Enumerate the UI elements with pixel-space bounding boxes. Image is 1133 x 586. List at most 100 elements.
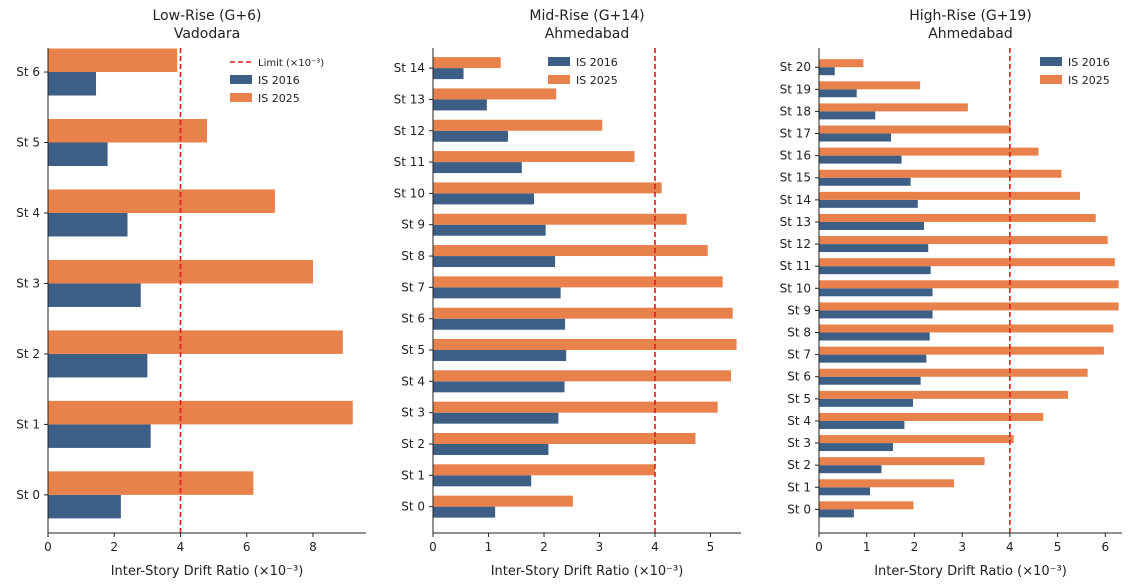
x-tick-label: 5 bbox=[1054, 540, 1062, 554]
bar-is2025 bbox=[819, 81, 921, 90]
chart-panel-2: High-Rise (G+19) Ahmedabad St 0 St 1 St 2 St … bbox=[780, 8, 1122, 579]
y-tick-label: St 1 bbox=[401, 468, 425, 482]
bar-is2025 bbox=[48, 330, 343, 354]
bar-is2016 bbox=[819, 266, 931, 275]
bar-is2016 bbox=[819, 509, 854, 518]
bar-is2025 bbox=[48, 259, 313, 284]
y-tick-label: St 12 bbox=[780, 237, 811, 251]
bar-is2016 bbox=[819, 443, 893, 452]
bar-is2016 bbox=[819, 111, 876, 120]
bar-is2025 bbox=[433, 245, 708, 257]
legend-label: IS 2016 bbox=[258, 74, 300, 87]
bar-is2025 bbox=[819, 258, 1115, 267]
legend: Limit (×10⁻³) IS 2016 IS 2025 bbox=[230, 58, 324, 105]
bar-is2016 bbox=[433, 130, 508, 142]
y-tick-label: St 6 bbox=[787, 370, 811, 384]
x-tick-label: 0 bbox=[429, 540, 437, 554]
y-tick-label: St 4 bbox=[401, 374, 425, 388]
bar-is2016 bbox=[819, 420, 905, 429]
x-tick-label: 6 bbox=[1101, 540, 1109, 554]
x-tick-label: 2 bbox=[540, 540, 548, 554]
y-tick-label: St 16 bbox=[780, 149, 811, 163]
bar-is2025 bbox=[433, 88, 557, 100]
bar-is2016 bbox=[433, 256, 556, 268]
bar-is2016 bbox=[819, 221, 924, 230]
x-tick-label: 1 bbox=[863, 540, 871, 554]
y-tick-label: St 17 bbox=[780, 127, 811, 141]
y-tick-label: St 8 bbox=[401, 249, 425, 263]
bar-is2016 bbox=[433, 443, 549, 455]
bar-is2016 bbox=[433, 224, 546, 236]
bar-is2025 bbox=[819, 324, 1114, 333]
chart-title-line: Ahmedabad bbox=[545, 26, 630, 42]
bar-is2025 bbox=[433, 401, 718, 413]
y-tick-label: St 2 bbox=[16, 347, 40, 361]
bar-is2025 bbox=[819, 147, 1039, 156]
bar-is2025 bbox=[819, 346, 1104, 355]
bar-is2025 bbox=[819, 280, 1119, 289]
bar-is2016 bbox=[819, 244, 929, 253]
bar-is2016 bbox=[819, 332, 930, 341]
legend-limit-label: Limit (×10⁻³) bbox=[258, 58, 324, 69]
y-tick-label: St 5 bbox=[401, 343, 425, 357]
y-tick-label: St 3 bbox=[16, 276, 40, 290]
bar-is2025 bbox=[819, 412, 1044, 421]
y-tick-label: St 0 bbox=[787, 502, 811, 516]
y-tick-label: St 7 bbox=[401, 280, 425, 294]
bar-is2016 bbox=[819, 310, 933, 319]
bar-is2016 bbox=[433, 68, 464, 80]
bar-is2016 bbox=[819, 89, 857, 98]
y-tick-label: St 9 bbox=[401, 218, 425, 232]
bar-is2016 bbox=[433, 99, 487, 111]
bar-is2025 bbox=[819, 435, 1014, 444]
chart-title-line: Vadodara bbox=[174, 26, 240, 42]
legend: IS 2016 IS 2025 bbox=[548, 56, 618, 87]
y-tick-label: St 5 bbox=[787, 392, 811, 406]
bar-is2025 bbox=[819, 368, 1088, 377]
y-tick-label: St 7 bbox=[787, 348, 811, 362]
bar-is2025 bbox=[819, 479, 955, 488]
bar-is2016 bbox=[819, 487, 871, 496]
bar-is2016 bbox=[433, 475, 532, 487]
y-tick-label: St 4 bbox=[787, 414, 811, 428]
bar-is2025 bbox=[819, 501, 914, 510]
x-tick-label: 0 bbox=[815, 540, 823, 554]
bar-is2025 bbox=[433, 151, 635, 163]
y-tick-label: St 2 bbox=[401, 437, 425, 451]
bar-is2025 bbox=[48, 400, 353, 425]
bar-is2016 bbox=[48, 72, 97, 96]
legend-label: IS 2025 bbox=[258, 92, 300, 105]
bar-is2025 bbox=[819, 213, 1096, 222]
bar-is2016 bbox=[433, 412, 559, 424]
bar-is2025 bbox=[48, 471, 254, 495]
x-axis-label: Inter-Story Drift Ratio (×10⁻³) bbox=[111, 564, 304, 579]
bar-is2016 bbox=[48, 424, 151, 448]
bar-is2016 bbox=[819, 376, 921, 385]
bar-is2025 bbox=[819, 103, 968, 112]
bar-is2025 bbox=[48, 48, 178, 73]
bar-is2025 bbox=[819, 125, 1011, 134]
legend-swatch bbox=[1040, 75, 1062, 84]
legend-swatch bbox=[230, 75, 252, 84]
y-tick-label: St 11 bbox=[394, 155, 425, 169]
bar-is2025 bbox=[819, 302, 1119, 311]
x-tick-label: 3 bbox=[958, 540, 966, 554]
x-tick-label: 4 bbox=[1006, 540, 1014, 554]
legend-label: IS 2025 bbox=[576, 74, 618, 87]
y-tick-label: St 13 bbox=[394, 92, 425, 106]
y-tick-label: St 10 bbox=[780, 281, 811, 295]
bar-is2025 bbox=[433, 213, 687, 225]
chart-title-line: High-Rise (G+19) bbox=[909, 8, 1032, 24]
y-tick-label: St 8 bbox=[787, 326, 811, 340]
bar-is2025 bbox=[433, 339, 737, 351]
bar-is2025 bbox=[433, 432, 696, 444]
y-tick-label: St 0 bbox=[401, 500, 425, 514]
bar-is2016 bbox=[433, 193, 535, 205]
bar-is2025 bbox=[819, 191, 1081, 200]
legend-label: IS 2025 bbox=[1068, 74, 1110, 87]
legend-swatch bbox=[548, 75, 570, 84]
bar-is2025 bbox=[819, 236, 1108, 245]
bar-is2016 bbox=[433, 506, 496, 518]
legend-swatch bbox=[548, 57, 570, 66]
